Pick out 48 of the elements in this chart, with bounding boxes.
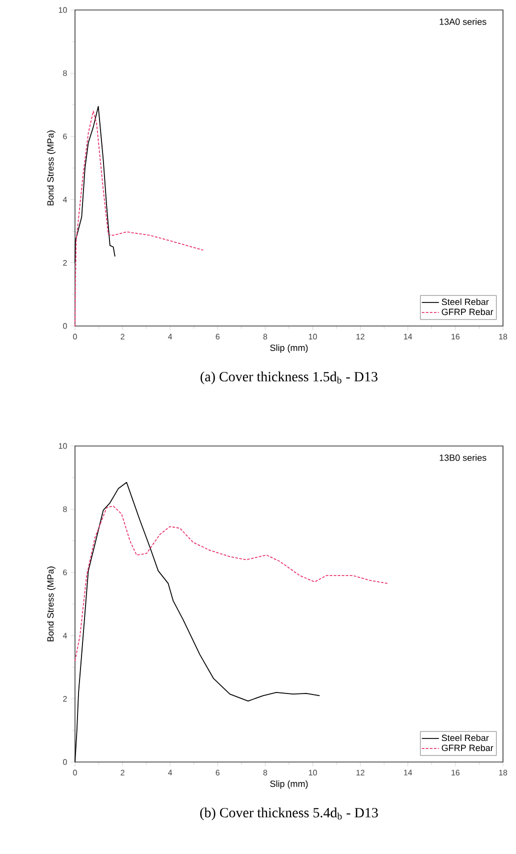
x-tick-label: 4	[168, 334, 172, 340]
x-tick-label: 10	[308, 334, 317, 340]
x-tick-label: 12	[356, 770, 364, 776]
x-tick-label: 10	[308, 770, 317, 776]
y-tick-label: 10	[58, 443, 67, 449]
x-tick-label: 0	[73, 770, 77, 776]
y-tick-label: 2	[63, 696, 67, 702]
legend-label: GFRP Rebar	[442, 744, 494, 752]
y-tick-label: 6	[63, 570, 67, 576]
y-tick-label: 0	[63, 759, 67, 765]
y-tick-label: 4	[62, 632, 67, 638]
y-tick-label: 8	[63, 506, 67, 512]
text: (b) Cover thickness 5.4d$_{b}$ - D13	[200, 808, 378, 820]
x-tick-label: 6	[216, 334, 220, 340]
y-tick-label: 10	[58, 7, 67, 13]
annotation: 13B0 series	[440, 454, 486, 461]
x-tick-label: 18	[499, 334, 508, 340]
y-axis-title: Bond Stress (MPa)	[47, 566, 56, 642]
x-tick-label: 14	[404, 770, 412, 776]
annotation: 13A0 series	[440, 18, 486, 25]
x-tick-label: 8	[263, 334, 268, 340]
x-tick-label: 16	[452, 770, 460, 776]
x-axis-title: Slip (mm)	[270, 344, 308, 353]
x-tick-label: 12	[356, 334, 364, 340]
y-tick-label: 2	[63, 260, 67, 266]
y-tick-label: 4	[62, 196, 67, 202]
y-tick-label: 6	[63, 134, 67, 140]
y-axis-title: Bond Stress (MPa)	[47, 130, 56, 206]
x-tick-label: 0	[73, 334, 77, 340]
line-series	[74, 506, 388, 662]
x-tick-label: 18	[499, 770, 508, 776]
x-tick-label: 14	[404, 334, 412, 340]
legend-label: GFRP Rebar	[442, 308, 494, 316]
x-axis-title: Slip (mm)	[270, 780, 308, 789]
x-tick-label: 4	[168, 770, 172, 776]
y-tick-label: 8	[63, 70, 67, 76]
line-series	[74, 482, 320, 762]
x-tick-label: 8	[263, 770, 268, 776]
x-tick-label: 16	[452, 334, 460, 340]
legend-label: Steel Rebar	[442, 298, 489, 306]
x-tick-label: 2	[120, 334, 124, 340]
x-tick-label: 6	[216, 770, 220, 776]
x-tick-label: 2	[120, 770, 124, 776]
y-tick-label: 0	[63, 323, 67, 329]
line-series	[74, 110, 204, 326]
legend-label: Steel Rebar	[442, 734, 489, 742]
text: (a) Cover thickness 1.5d$_{b}$ - D13	[200, 372, 378, 384]
line-series	[74, 106, 116, 264]
